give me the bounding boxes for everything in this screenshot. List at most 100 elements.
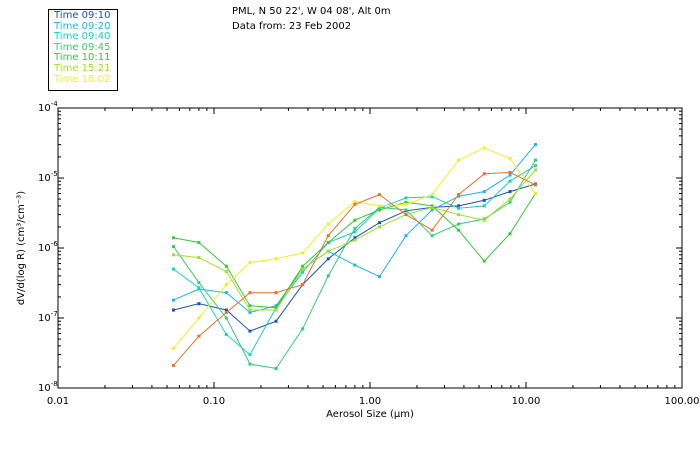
data-point — [430, 205, 434, 209]
data-point — [353, 200, 357, 204]
data-point — [248, 329, 252, 333]
data-point — [301, 267, 305, 271]
data-point — [326, 249, 330, 253]
legend-item: Time 16:02 — [54, 73, 111, 85]
data-point — [457, 158, 461, 162]
data-point — [248, 308, 252, 312]
legend-item: Time 10:11 — [54, 52, 111, 64]
data-point — [301, 327, 305, 331]
x-tick-label: 1.00 — [359, 396, 381, 407]
data-point — [301, 251, 305, 255]
legend-item: Time 09:40 — [54, 31, 111, 43]
y-tick-label: 10-5 — [38, 170, 58, 184]
data-point — [224, 333, 228, 337]
data-point — [508, 173, 512, 177]
data-point — [457, 228, 461, 232]
x-tick-label: 100.00 — [665, 396, 700, 407]
data-point — [508, 190, 512, 194]
data-point — [197, 286, 201, 290]
data-point — [404, 200, 408, 204]
data-point — [248, 291, 252, 295]
data-point — [430, 208, 434, 212]
data-point — [248, 304, 252, 308]
data-point — [457, 204, 461, 208]
data-point — [508, 200, 512, 204]
data-point — [171, 308, 175, 312]
y-tick-label: 10-4 — [38, 100, 58, 114]
data-point — [274, 257, 278, 261]
data-point — [353, 226, 357, 230]
data-point — [274, 308, 278, 312]
data-point — [224, 316, 228, 320]
data-point — [482, 259, 486, 263]
series-layer — [171, 143, 537, 370]
data-point — [457, 206, 461, 210]
data-point — [404, 202, 408, 206]
data-point — [404, 213, 408, 217]
y-tick-exponent: -5 — [51, 170, 58, 178]
data-point — [353, 202, 357, 206]
y-tick-label: 10-8 — [38, 380, 58, 394]
x-axis-label: Aerosol Size (µm) — [326, 409, 414, 420]
data-point — [533, 183, 537, 187]
y-axis-label: dV/d(log R) (cm³/cm⁻³) — [16, 191, 27, 305]
data-point — [482, 190, 486, 194]
y-tick-exponent: -6 — [51, 240, 59, 248]
x-tick-label: 0.10 — [203, 396, 225, 407]
legend-item: Time 09:45 — [54, 41, 111, 53]
chart-header: PML, N 50 22', W 04 08', Alt 0m Data fro… — [232, 4, 391, 34]
data-point — [197, 334, 201, 338]
data-point — [533, 143, 537, 147]
data-point — [457, 194, 461, 198]
data-point — [326, 257, 330, 261]
data-point — [508, 232, 512, 236]
data-point — [274, 306, 278, 310]
data-point — [224, 264, 228, 268]
data-point — [171, 298, 175, 302]
location-text: PML, N 50 22', W 04 08', Alt 0m — [232, 6, 391, 17]
legend-item: Time 15:21 — [54, 62, 111, 74]
data-point — [508, 156, 512, 160]
y-tick-exponent: -4 — [51, 100, 59, 108]
data-point — [377, 225, 381, 229]
y-tick-base: 10 — [38, 243, 51, 254]
data-point — [482, 146, 486, 150]
x-tick-label: 10.00 — [512, 396, 541, 407]
y-tick-exponent: -8 — [51, 380, 58, 388]
data-point — [274, 304, 278, 308]
data-point — [377, 221, 381, 225]
data-point — [404, 208, 408, 212]
data-point — [430, 204, 434, 208]
data-point — [171, 363, 175, 367]
data-point — [482, 198, 486, 202]
data-point — [533, 164, 537, 168]
data-point — [457, 213, 461, 217]
data-point — [224, 310, 228, 314]
y-tick-base: 10 — [38, 173, 51, 184]
data-point — [377, 204, 381, 208]
y-tick-base: 10 — [38, 103, 51, 114]
x-tick-label: 0.01 — [47, 396, 69, 407]
legend: Time 09:10 Time 09:20 Time 09:40 Time 09:45… — [48, 9, 118, 91]
data-point — [171, 236, 175, 240]
data-point — [430, 228, 434, 232]
data-point — [430, 195, 434, 199]
data-point — [326, 274, 330, 278]
data-point — [171, 346, 175, 350]
y-tick-base: 10 — [38, 313, 51, 324]
legend-item: Time 09:20 — [54, 20, 111, 32]
data-point — [457, 222, 461, 226]
data-point — [197, 302, 201, 306]
data-point — [274, 291, 278, 295]
data-point — [533, 192, 537, 196]
data-point — [430, 193, 434, 197]
legend-item: Time 09:10 — [54, 10, 111, 21]
data-point — [326, 222, 330, 226]
data-point — [377, 208, 381, 212]
data-point — [377, 275, 381, 279]
data-point — [224, 283, 228, 287]
data-point — [301, 264, 305, 268]
axis-layer: 0.01 0.10 1.00 10.00 100.0010-810-710-610-51… — [38, 100, 700, 407]
data-point — [326, 240, 330, 244]
